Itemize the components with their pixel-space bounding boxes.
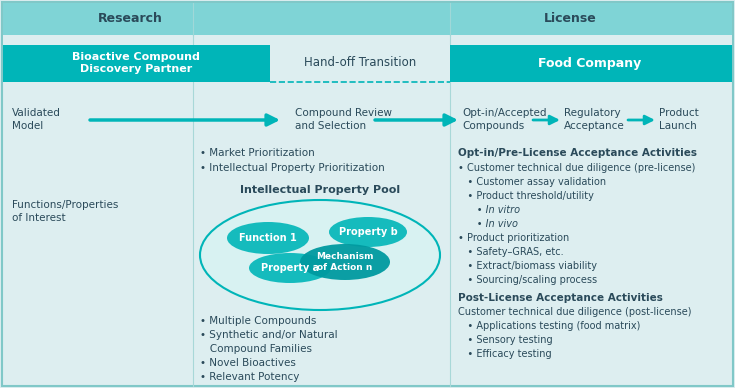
Bar	[450, 45, 732, 82]
Text: Food Company: Food Company	[538, 57, 642, 69]
Text: Function 1: Function 1	[239, 233, 297, 243]
Text: Compound Review
and Selection: Compound Review and Selection	[295, 108, 392, 131]
Ellipse shape	[329, 217, 407, 247]
Text: • Safety–GRAS, etc.: • Safety–GRAS, etc.	[458, 247, 564, 257]
Text: Compound Families: Compound Families	[200, 344, 312, 354]
Text: • Applications testing (food matrix): • Applications testing (food matrix)	[458, 321, 640, 331]
Text: Property b: Property b	[339, 227, 398, 237]
Text: • Customer assay validation: • Customer assay validation	[458, 177, 606, 187]
Text: Functions/Properties
of Interest: Functions/Properties of Interest	[12, 200, 118, 223]
Text: • Synthetic and/or Natural: • Synthetic and/or Natural	[200, 330, 337, 340]
Bar	[270, 45, 450, 82]
Text: • Relevant Potency: • Relevant Potency	[200, 372, 299, 382]
Text: • Customer technical due diligence (pre-license): • Customer technical due diligence (pre-…	[458, 163, 695, 173]
Text: Opt-in/Accepted
Compounds: Opt-in/Accepted Compounds	[462, 108, 547, 131]
Text: Product
Launch: Product Launch	[659, 108, 699, 131]
Text: • Sensory testing: • Sensory testing	[458, 335, 553, 345]
Text: • Product threshold/utility: • Product threshold/utility	[458, 191, 594, 201]
Text: Opt-in/Pre-License Acceptance Activities: Opt-in/Pre-License Acceptance Activities	[458, 148, 697, 158]
Text: • Market Prioritization: • Market Prioritization	[200, 148, 315, 158]
Text: • Extract/biomass viability: • Extract/biomass viability	[458, 261, 597, 271]
Ellipse shape	[249, 253, 331, 283]
Text: • In vitro: • In vitro	[458, 205, 520, 215]
Text: • Efficacy testing: • Efficacy testing	[458, 349, 552, 359]
Text: License: License	[544, 12, 596, 26]
Bar	[3, 45, 273, 82]
Text: Regulatory
Acceptance: Regulatory Acceptance	[564, 108, 625, 131]
Text: • Novel Bioactives: • Novel Bioactives	[200, 358, 296, 368]
Text: Property a: Property a	[261, 263, 319, 273]
Bar	[3, 3, 732, 35]
Ellipse shape	[200, 200, 440, 310]
Text: • Multiple Compounds: • Multiple Compounds	[200, 316, 316, 326]
Text: Post-License Acceptance Activities: Post-License Acceptance Activities	[458, 293, 663, 303]
Text: • Sourcing/scaling process: • Sourcing/scaling process	[458, 275, 597, 285]
Text: Hand-off Transition: Hand-off Transition	[304, 57, 416, 69]
Text: Customer technical due diligence (post-license): Customer technical due diligence (post-l…	[458, 307, 692, 317]
Text: • Intellectual Property Prioritization: • Intellectual Property Prioritization	[200, 163, 384, 173]
Bar	[3, 35, 732, 45]
Text: • In vivo: • In vivo	[458, 219, 518, 229]
Text: Validated
Model: Validated Model	[12, 108, 61, 131]
Text: Research: Research	[98, 12, 162, 26]
Text: Bioactive Compound
Discovery Partner: Bioactive Compound Discovery Partner	[72, 52, 200, 74]
Ellipse shape	[300, 244, 390, 280]
Text: • Product prioritization: • Product prioritization	[458, 233, 569, 243]
Text: Mechanism
of Action n: Mechanism of Action n	[316, 252, 374, 272]
Ellipse shape	[227, 222, 309, 254]
Text: Intellectual Property Pool: Intellectual Property Pool	[240, 185, 400, 195]
